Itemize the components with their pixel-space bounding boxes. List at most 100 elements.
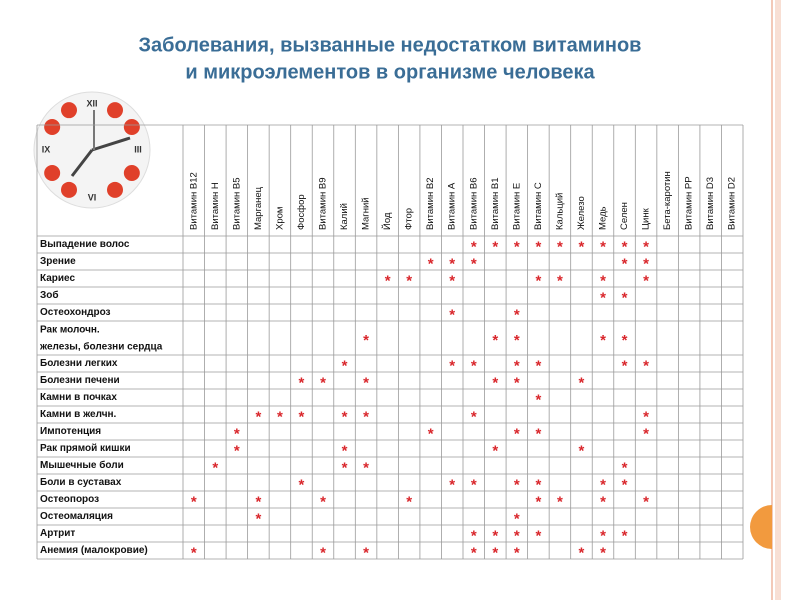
star-mark: * bbox=[234, 425, 240, 442]
star-mark: * bbox=[492, 442, 498, 459]
star-mark: * bbox=[622, 459, 628, 476]
title: Заболевания, вызванные недостатком витам… bbox=[139, 34, 642, 56]
column-header: Хром bbox=[274, 207, 285, 230]
star-mark: * bbox=[622, 476, 628, 493]
row-label: Остеомаляция bbox=[40, 511, 113, 522]
row-label: Зрение bbox=[40, 256, 76, 267]
star-mark: * bbox=[622, 289, 628, 306]
clock-illustration: XII III VI IX bbox=[33, 91, 151, 209]
star-mark: * bbox=[492, 332, 498, 349]
column-header: Витамин В6 bbox=[468, 177, 479, 230]
column-header: Витамин С bbox=[533, 182, 544, 230]
star-mark: * bbox=[535, 425, 541, 442]
star-mark: * bbox=[299, 476, 305, 493]
column-header: Железо bbox=[576, 196, 587, 230]
star-mark: * bbox=[557, 493, 563, 510]
star-mark: * bbox=[492, 238, 498, 255]
column-header: Витамин Е bbox=[511, 183, 522, 230]
row-label: Импотенция bbox=[40, 426, 101, 437]
star-mark: * bbox=[622, 527, 628, 544]
star-mark: * bbox=[535, 238, 541, 255]
star-mark: * bbox=[622, 255, 628, 272]
star-mark: * bbox=[579, 374, 585, 391]
star-mark: * bbox=[514, 357, 520, 374]
star-mark: * bbox=[514, 544, 520, 561]
star-mark: * bbox=[514, 510, 520, 527]
star-mark: * bbox=[471, 238, 477, 255]
star-mark: * bbox=[514, 306, 520, 323]
clock-hand bbox=[70, 149, 94, 177]
column-header: Магний bbox=[361, 197, 372, 230]
star-mark: * bbox=[320, 493, 326, 510]
row-label: Боли в суставах bbox=[40, 477, 122, 488]
star-mark: * bbox=[535, 476, 541, 493]
column-header: Витамин Н bbox=[210, 182, 221, 230]
star-mark: * bbox=[320, 374, 326, 391]
star-mark: * bbox=[514, 476, 520, 493]
star-mark: * bbox=[191, 493, 197, 510]
column-header: Витамин D3 bbox=[705, 177, 716, 230]
star-mark: * bbox=[449, 306, 455, 323]
star-mark: * bbox=[342, 408, 348, 425]
star-mark: * bbox=[471, 544, 477, 561]
row-label: Камни в почках bbox=[40, 392, 117, 403]
column-header: Бета-каротин bbox=[662, 171, 673, 230]
row-label: Анемия (малокровие) bbox=[40, 545, 148, 556]
star-mark: * bbox=[643, 272, 649, 289]
star-mark: * bbox=[600, 544, 606, 561]
clock-hand bbox=[91, 136, 131, 152]
column-header: Витамин РР bbox=[684, 176, 695, 230]
star-mark: * bbox=[514, 374, 520, 391]
row-label: Мышечные боли bbox=[40, 459, 124, 471]
star-mark: * bbox=[579, 238, 585, 255]
star-mark: * bbox=[643, 425, 649, 442]
column-header: Цинк bbox=[641, 207, 652, 230]
tomato bbox=[107, 181, 123, 198]
row-label: Рак прямой кишки bbox=[40, 443, 131, 454]
star-mark: * bbox=[622, 357, 628, 374]
star-mark: * bbox=[363, 459, 369, 476]
star-mark: * bbox=[191, 544, 197, 561]
column-header: Кальций bbox=[554, 193, 565, 230]
star-mark: * bbox=[471, 476, 477, 493]
column-header: Фтор bbox=[404, 208, 415, 230]
column-header: Витамин А bbox=[447, 182, 458, 230]
row-label: Артрит bbox=[40, 528, 75, 539]
star-mark: * bbox=[643, 408, 649, 425]
star-mark: * bbox=[471, 357, 477, 374]
star-mark: * bbox=[514, 332, 520, 349]
column-header: Витамин В12 bbox=[188, 172, 199, 230]
row-label: Остеопороз bbox=[40, 494, 99, 505]
star-mark: * bbox=[557, 238, 563, 255]
tomato bbox=[61, 102, 77, 119]
decor-semicircle bbox=[750, 505, 772, 549]
star-mark: * bbox=[299, 408, 305, 425]
star-mark: * bbox=[428, 255, 434, 272]
star-mark: * bbox=[471, 255, 477, 272]
star-mark: * bbox=[212, 459, 218, 476]
star-mark: * bbox=[622, 332, 628, 349]
row-label: Зоб bbox=[40, 289, 59, 301]
column-header: Калий bbox=[339, 203, 350, 230]
star-mark: * bbox=[535, 391, 541, 408]
star-mark: * bbox=[492, 374, 498, 391]
star-mark: * bbox=[255, 493, 261, 510]
column-header: Витамин В9 bbox=[318, 177, 329, 230]
column-header: Марганец bbox=[253, 186, 264, 230]
star-mark: * bbox=[449, 357, 455, 374]
star-mark: * bbox=[600, 527, 606, 544]
star-mark: * bbox=[514, 238, 520, 255]
star-mark: * bbox=[449, 255, 455, 272]
row-label: Камни в желчн. bbox=[40, 409, 117, 420]
star-mark: * bbox=[535, 357, 541, 374]
tomato bbox=[123, 165, 140, 181]
star-mark: * bbox=[342, 442, 348, 459]
star-mark: * bbox=[514, 425, 520, 442]
star-mark: * bbox=[600, 476, 606, 493]
column-header: Витамин В5 bbox=[231, 177, 242, 230]
star-mark: * bbox=[363, 408, 369, 425]
star-mark: * bbox=[449, 476, 455, 493]
star-mark: * bbox=[535, 493, 541, 510]
